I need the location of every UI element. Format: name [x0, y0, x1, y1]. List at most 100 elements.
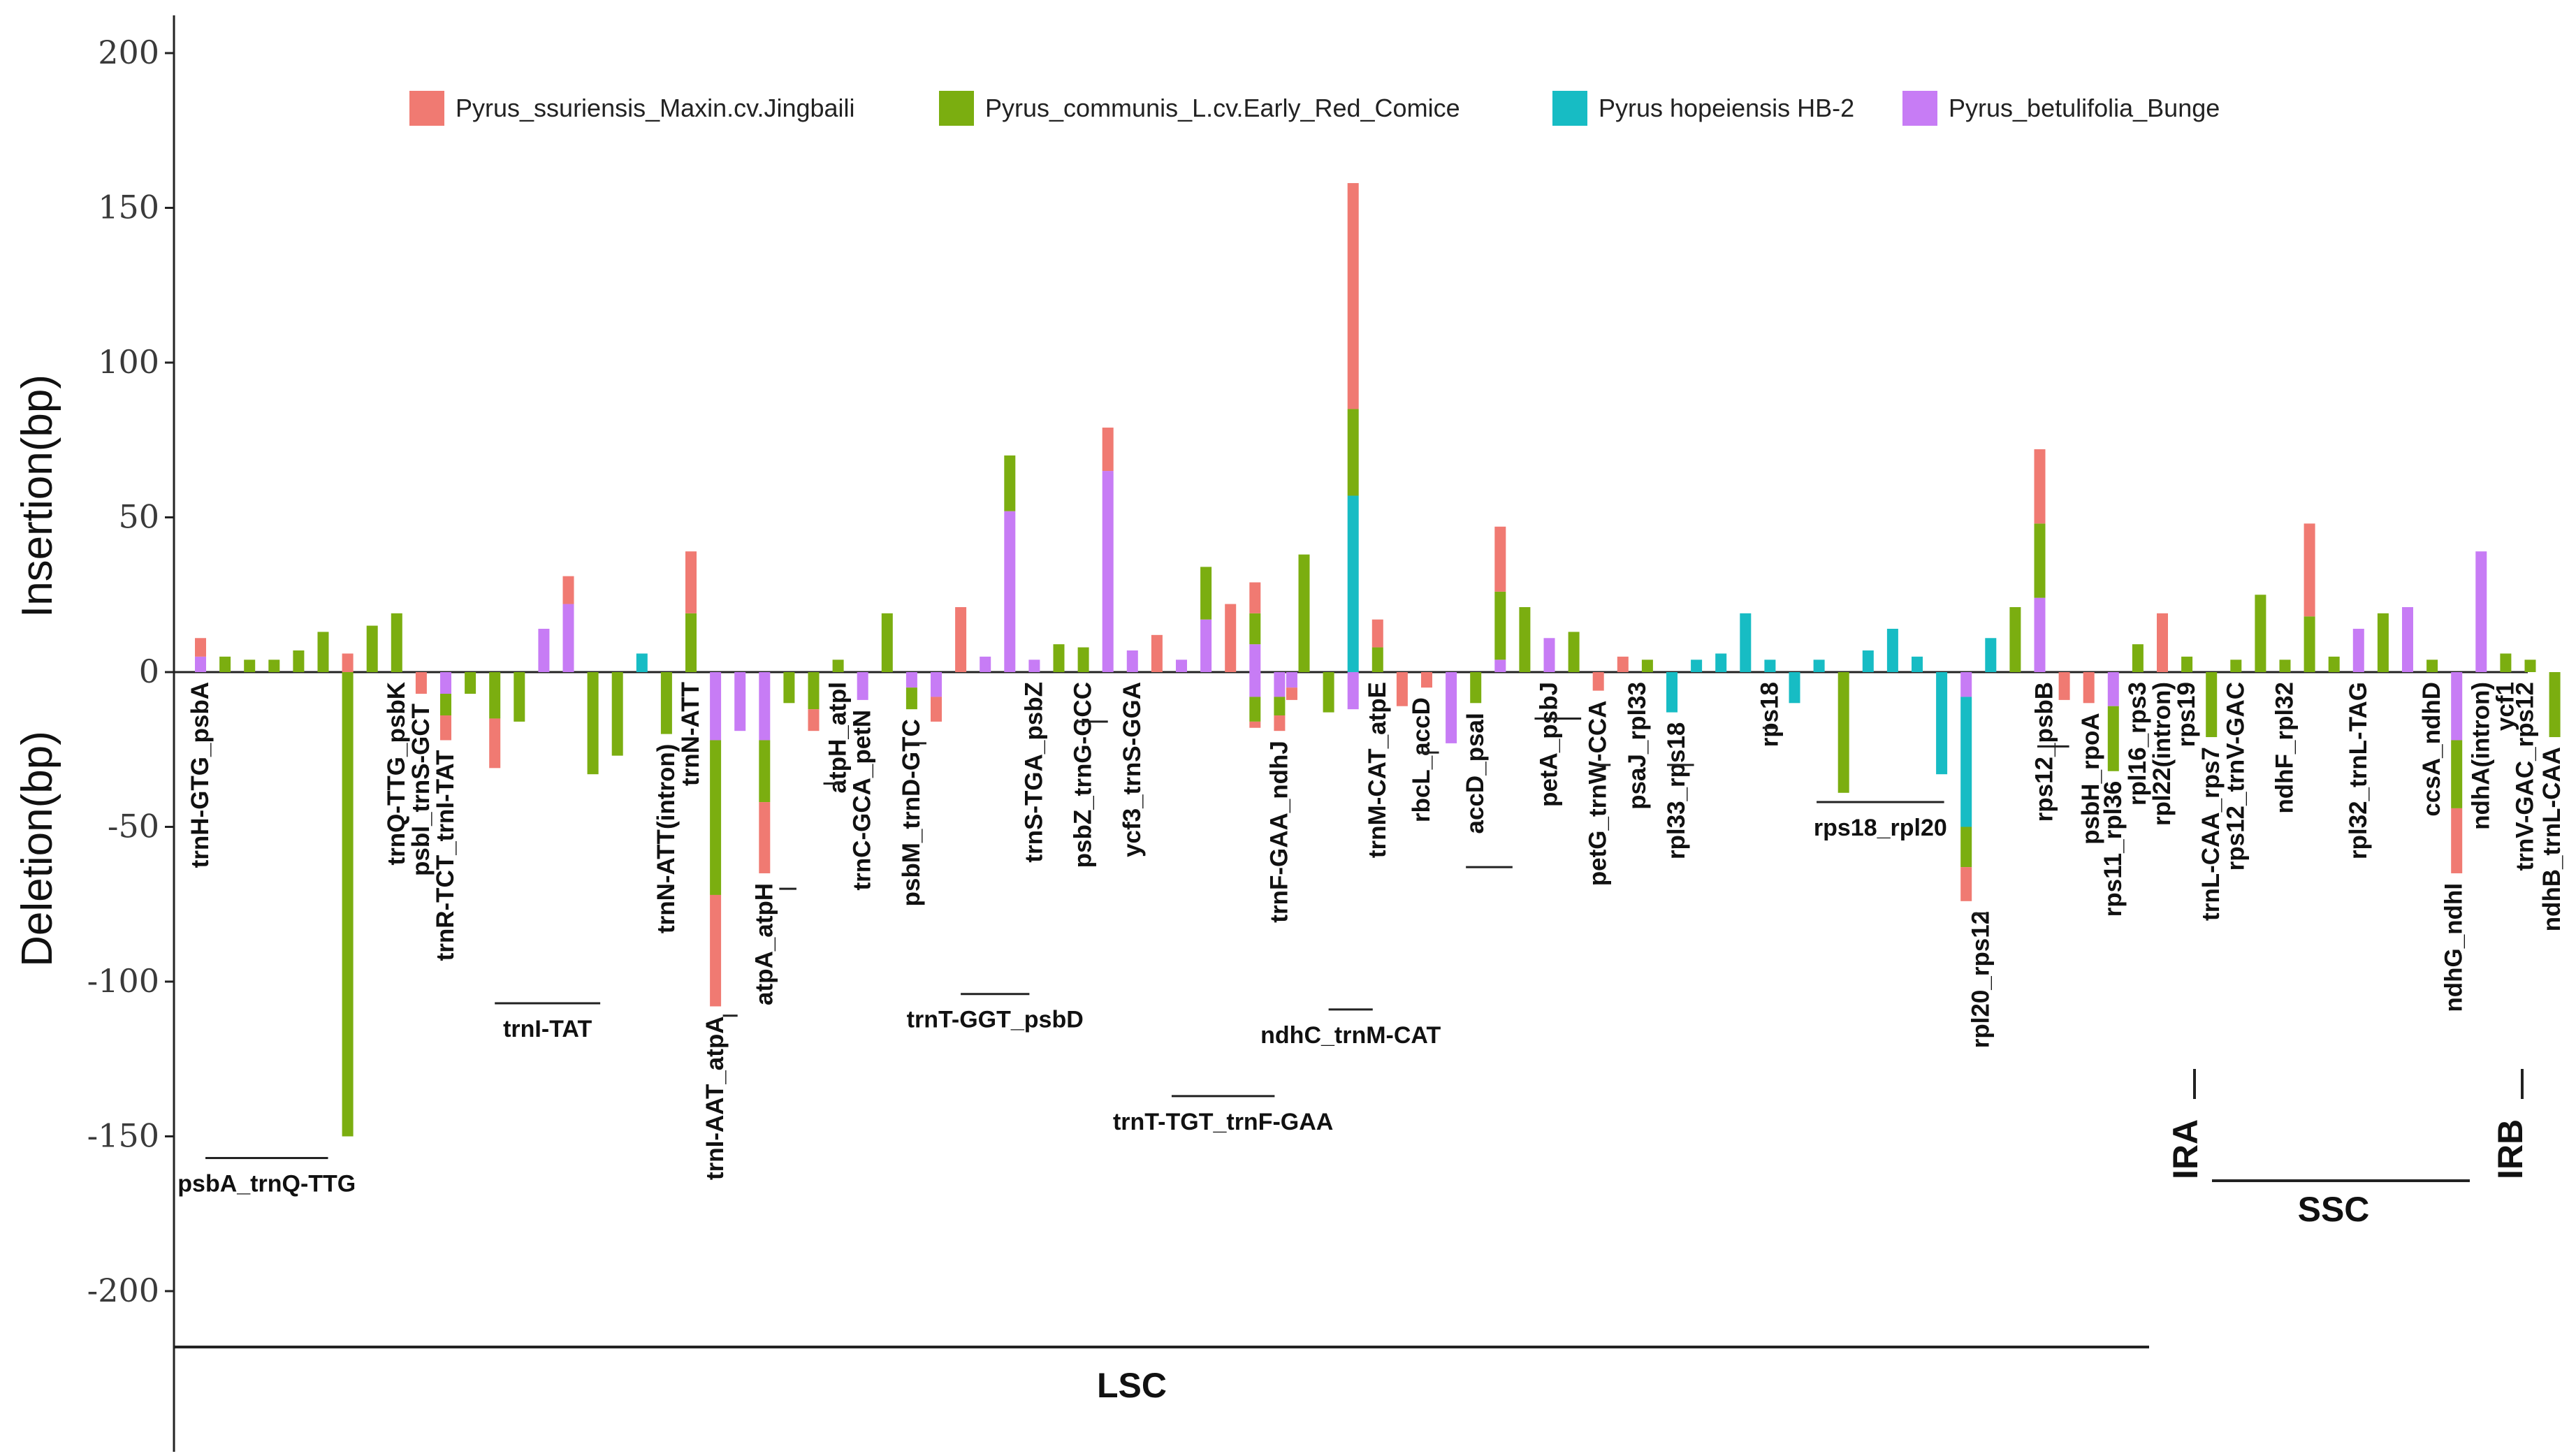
- region-lsc: LSC: [1097, 1366, 1167, 1405]
- bar-segment: [1249, 644, 1261, 672]
- gene-label: rps11_rpl36: [2099, 781, 2127, 917]
- bar-segment: [1053, 644, 1065, 672]
- bar-segment: [1274, 672, 1286, 697]
- gene-label: psbH_rpoA: [2077, 713, 2104, 845]
- bar-segment: [1862, 650, 1874, 672]
- bar-segment: [440, 672, 451, 694]
- bar-segment: [1102, 471, 1114, 672]
- bar-segment: [1298, 554, 1310, 672]
- bar-segment: [1641, 660, 1653, 672]
- bar-segment: [2352, 628, 2364, 672]
- bar-segment: [2034, 597, 2046, 672]
- bar-segment: [1249, 672, 1261, 697]
- bar-segment: [268, 660, 280, 672]
- bar-segment: [1592, 672, 1604, 691]
- gene-label: ndhB_trnL-CAA: [2538, 747, 2566, 931]
- bar-segment: [1286, 687, 1297, 700]
- legend-swatch: [409, 91, 444, 126]
- bar-segment: [2304, 523, 2315, 617]
- gene-label: ycf3_trnS-GGA: [1119, 682, 1146, 857]
- bar-segment: [1543, 638, 1555, 672]
- region-label: trnI-TAT: [503, 1016, 592, 1042]
- bar-segment: [857, 672, 868, 700]
- gene-label: psbZ_trnG-GCC: [1070, 682, 1097, 868]
- gene-label: trnQ-TTG_psbK: [383, 682, 410, 865]
- gene-label: trnI-AAT_atpA: [701, 1016, 729, 1180]
- bar-segment: [1691, 660, 1703, 672]
- bar-segment: [1494, 591, 1506, 660]
- gene-label: rpl22(intron): [2148, 682, 2176, 826]
- bar-segment: [2475, 551, 2487, 672]
- bar-segment: [1886, 628, 1898, 672]
- region-irb: IRB: [2491, 1119, 2530, 1179]
- region-label: rps18_rpl20: [1814, 815, 1947, 841]
- bar-segment: [440, 694, 451, 716]
- bar-segment: [955, 606, 967, 672]
- gene-label: psbM_trnD-GTC: [898, 719, 925, 906]
- bar-segment: [2181, 656, 2193, 672]
- bar-segment: [1494, 660, 1506, 672]
- bar-segment: [1347, 495, 1359, 672]
- bar-segment: [1371, 619, 1383, 648]
- gene-label: rpl32_trnL-TAG: [2345, 682, 2372, 859]
- y-tick-label: 150: [98, 189, 159, 226]
- gene-label: rpl33_rps18: [1663, 722, 1690, 860]
- legend-entry: Pyrus hopeiensis HB-2: [1599, 94, 1854, 122]
- bar-segment: [2206, 672, 2218, 738]
- bar-segment: [2451, 740, 2463, 808]
- bar-segment: [685, 613, 697, 672]
- bar-segment: [1249, 721, 1261, 728]
- bar-segment: [1274, 697, 1286, 716]
- legend-swatch: [1902, 91, 1937, 126]
- legend-swatch: [1552, 91, 1587, 126]
- gene-label: ycf1: [2491, 682, 2519, 731]
- bar-segment: [1077, 647, 1089, 672]
- gene-label: trnV-GAC_rps12: [2511, 682, 2538, 871]
- bar-segment: [710, 740, 722, 895]
- bar-segment: [1396, 672, 1408, 706]
- bar-segment: [1446, 672, 1457, 743]
- bar-segment: [1028, 660, 1040, 672]
- labels-layer: trnH-GTG_psbA trnQ-TTG_psbKpsbI_trnS-GCTt…: [174, 682, 2566, 1405]
- bar-segment: [980, 656, 991, 672]
- bar-segment: [2426, 660, 2438, 672]
- bar-segment: [1740, 613, 1752, 672]
- gene-label: psbI_trnS-GCT: [407, 704, 435, 876]
- bar-segment: [1347, 672, 1359, 710]
- legend-entry: Pyrus_communis_L.cv.Early_Red_Comice: [985, 94, 1460, 122]
- bar-segment: [1764, 660, 1776, 672]
- bar-segment: [1912, 656, 1923, 672]
- y-tick-label: -200: [87, 1272, 159, 1309]
- y-tick-label: 100: [98, 343, 159, 381]
- bar-segment: [1936, 672, 1948, 775]
- bar-segment: [759, 672, 771, 741]
- bar-segment: [1200, 619, 1212, 672]
- bar-segment: [1249, 613, 1261, 645]
- bar-segment: [1617, 656, 1629, 672]
- bar-segment: [2500, 653, 2512, 672]
- y-tick-label: 200: [98, 34, 159, 71]
- bar-segment: [342, 653, 354, 672]
- bar-segment: [2230, 660, 2242, 672]
- bar-segment: [2009, 606, 2021, 672]
- bar-segment: [195, 656, 206, 672]
- gene-label: rps19: [2173, 682, 2200, 747]
- gene-label: petG_trnW-CCA: [1585, 701, 1612, 887]
- region-label: ndhC_trnM-CAT: [1260, 1022, 1441, 1049]
- bar-segment: [489, 672, 501, 719]
- bar-segment: [2328, 656, 2340, 672]
- bar-segment: [1960, 672, 1972, 697]
- bar-segment: [905, 687, 917, 710]
- bar-segment: [1813, 660, 1825, 672]
- gene-label: petA_psbJ: [1536, 682, 1563, 807]
- bar-segment: [2034, 523, 2046, 598]
- bar-segment: [1249, 697, 1261, 722]
- bar-segment: [2304, 616, 2315, 672]
- bar-segment: [1102, 428, 1114, 472]
- bar-segment: [514, 672, 525, 722]
- y-tick-label: 50: [118, 498, 159, 536]
- bar-segment: [342, 672, 354, 1137]
- gene-label: ndhG_ndhI: [2440, 883, 2468, 1012]
- bar-segment: [1519, 606, 1531, 672]
- bar-segment: [195, 638, 206, 657]
